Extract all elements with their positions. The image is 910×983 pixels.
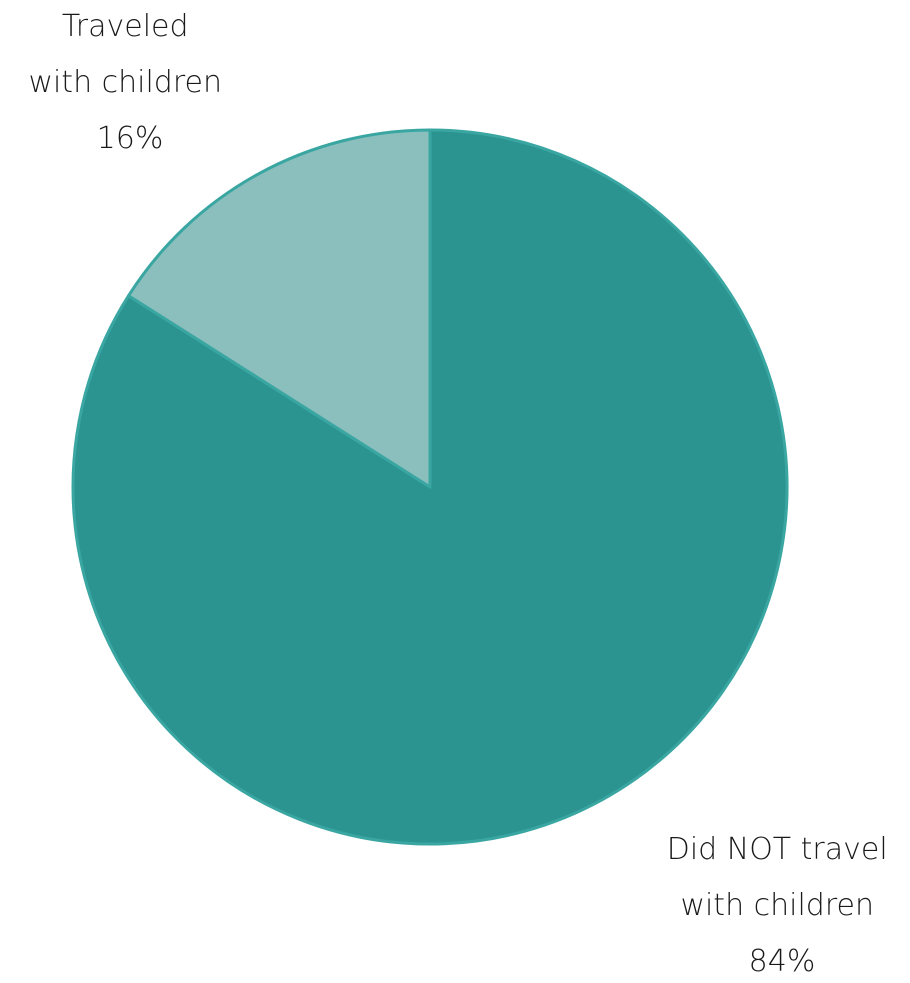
slice-value-traveled: 16% <box>97 121 164 156</box>
slice-label-did-not-travel-line2: with children <box>680 888 874 923</box>
pie-slices <box>71 128 789 846</box>
slice-label-did-not-travel: Did NOT travel with children 84% <box>667 832 898 979</box>
pie-slice-did-not-travel <box>71 128 789 846</box>
pie-slice-traveled <box>127 128 432 489</box>
slice-label-traveled-line1: Traveled <box>62 9 189 44</box>
slice-label-did-not-travel-line1: Did NOT travel <box>667 832 888 867</box>
slice-label-traveled-line2: with children <box>28 65 222 100</box>
slice-label-traveled: Traveled with children 16% <box>28 9 231 156</box>
slice-value-did-not-travel: 84% <box>749 944 816 979</box>
